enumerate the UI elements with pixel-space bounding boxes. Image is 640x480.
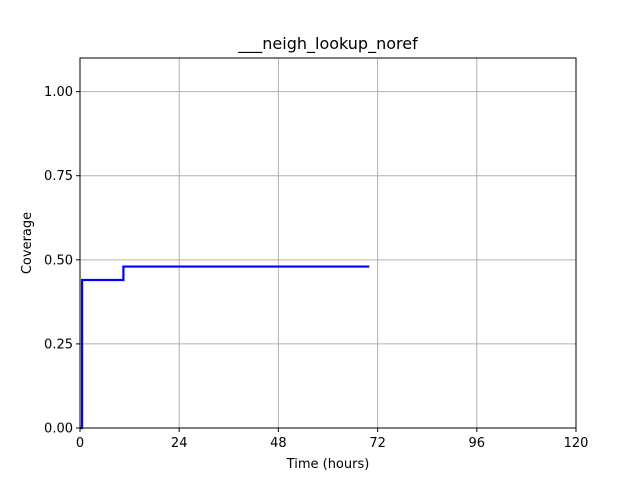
- y-tick-label: 0.50: [44, 253, 73, 268]
- chart-title: ___neigh_lookup_noref: [237, 34, 418, 54]
- x-tick-label: 0: [76, 436, 84, 451]
- plot-area: [80, 58, 576, 428]
- x-tick-label: 48: [270, 436, 287, 451]
- grid-lines: [79, 58, 577, 429]
- x-tick-label: 96: [469, 436, 486, 451]
- x-tick-label: 24: [171, 436, 188, 451]
- y-tick-label: 0.25: [44, 337, 73, 352]
- y-tick-label: 0.00: [44, 422, 73, 437]
- y-tick-label: 0.75: [44, 169, 73, 184]
- x-axis-label: Time (hours): [286, 457, 370, 472]
- axis-ticks: 0 24 48 72 96 120 0.00 0.25 0.50 0.75 1.00: [44, 85, 588, 451]
- plot-frame: [79, 57, 577, 429]
- x-tick-label: 120: [564, 436, 589, 451]
- y-tick-label: 1.00: [44, 85, 73, 100]
- y-axis-label: Coverage: [20, 212, 35, 274]
- x-tick-label: 72: [369, 436, 386, 451]
